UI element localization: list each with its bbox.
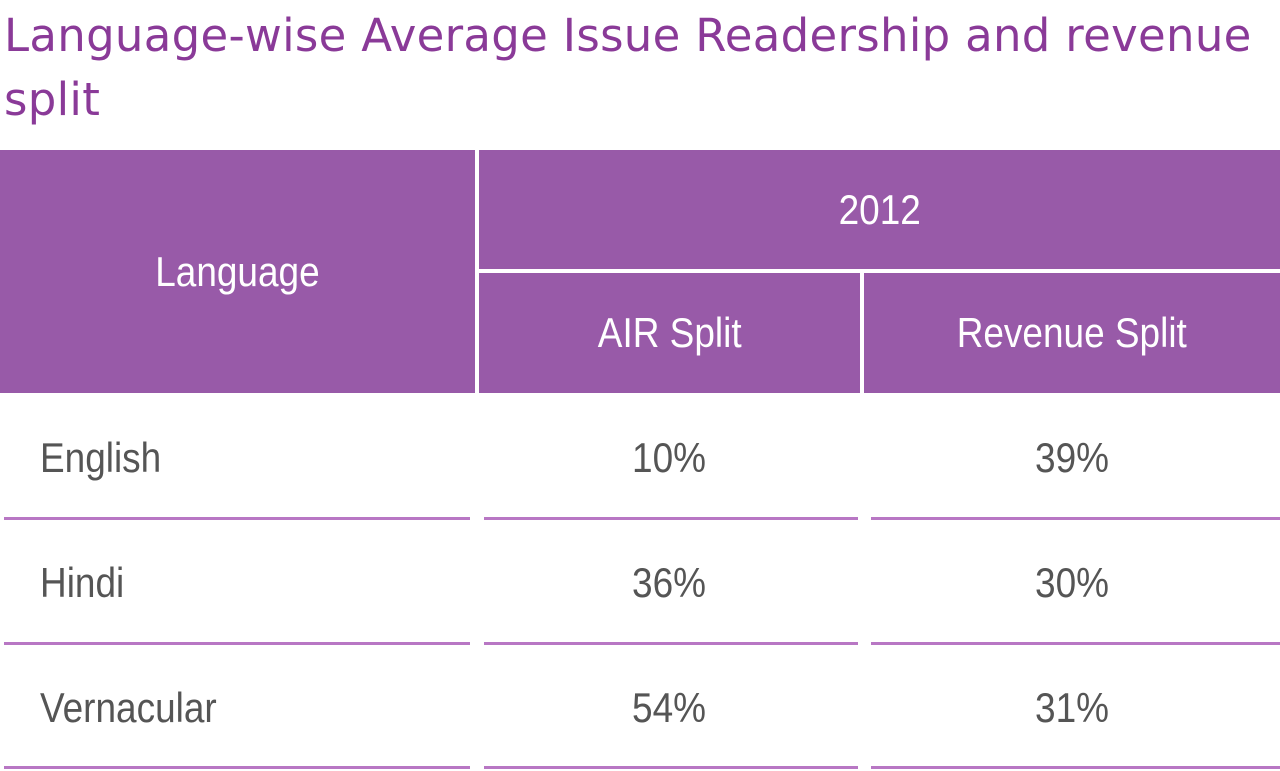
row-language-cell: Vernacular: [0, 646, 475, 770]
row-revenue-split-text: 30%: [1035, 559, 1109, 606]
row-divider: [4, 642, 470, 645]
row-air-split-cell: 10%: [479, 396, 860, 520]
header-language-label: Language: [155, 247, 320, 295]
row-language-text: Hindi: [40, 559, 125, 606]
row-divider: [484, 642, 858, 645]
row-language-text: English: [40, 434, 162, 481]
header-air-split-label: AIR Split: [597, 309, 742, 356]
row-divider: [4, 766, 470, 769]
row-air-split-cell: 36%: [479, 521, 860, 645]
row-divider: [871, 517, 1280, 520]
row-air-split-text: 54%: [632, 684, 707, 731]
chart-title: Language-wise Average Issue Readership a…: [4, 9, 1252, 126]
header-revenue-split: Revenue Split: [864, 273, 1280, 393]
header-year-label: 2012: [838, 185, 921, 233]
row-revenue-split-text: 31%: [1035, 684, 1109, 731]
row-revenue-split-cell: 31%: [864, 646, 1280, 770]
row-language-cell: English: [0, 396, 475, 520]
row-air-split-text: 36%: [632, 559, 707, 606]
row-divider: [484, 517, 858, 520]
row-divider: [871, 766, 1280, 769]
row-language-cell: Hindi: [0, 521, 475, 645]
row-divider: [871, 642, 1280, 645]
row-revenue-split-text: 39%: [1035, 434, 1109, 481]
header-year: 2012: [479, 150, 1280, 269]
row-divider: [4, 517, 470, 520]
header-language: Language: [0, 150, 475, 393]
row-air-split-cell: 54%: [479, 646, 860, 770]
header-revenue-split-label: Revenue Split: [956, 309, 1188, 356]
row-language-text: Vernacular: [40, 684, 217, 731]
row-air-split-text: 10%: [632, 434, 707, 481]
header-air-split: AIR Split: [479, 273, 860, 393]
row-divider: [484, 766, 858, 769]
row-revenue-split-cell: 39%: [864, 396, 1280, 520]
row-revenue-split-cell: 30%: [864, 521, 1280, 645]
